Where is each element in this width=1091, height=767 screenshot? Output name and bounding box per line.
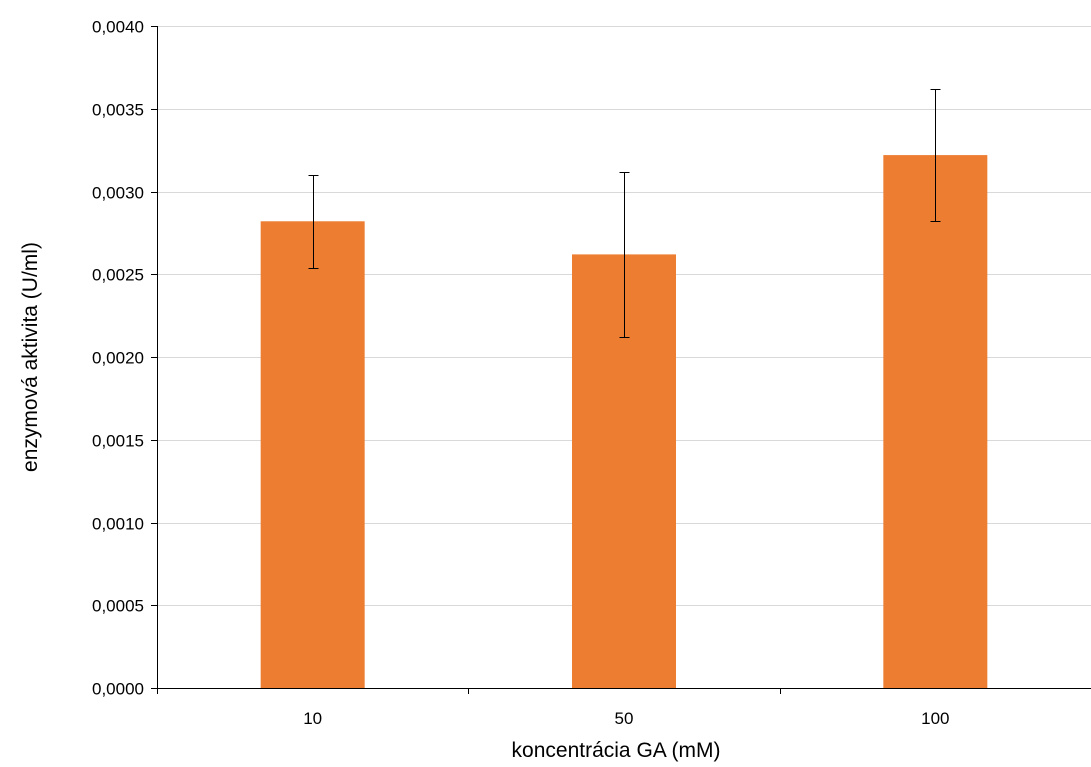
y-tick-label: 0,0040 [92,18,144,37]
error-bars [308,89,941,338]
bar-100 [883,155,988,689]
y-tick-label: 0,0005 [92,597,144,616]
y-tick-label: 0,0010 [92,515,144,534]
x-tick-label: 100 [921,709,949,728]
y-tick-label: 0,0000 [92,680,144,699]
y-tick-label: 0,0020 [92,349,144,368]
x-tick-label: 10 [303,709,322,728]
y-tick-label: 0,0030 [92,184,144,203]
axes [157,26,1091,694]
error-bar-50 [619,172,630,338]
bars [260,155,988,689]
y-axis-title: enzymová aktivita (U/ml) [19,242,42,472]
x-tick-label: 50 [615,709,634,728]
x-tick-labels: 10 50 100 [303,688,950,728]
y-tick-label: 0,0025 [92,266,144,285]
error-bar-100 [930,89,941,222]
x-axis-title: koncentrácia GA (mM) [512,739,721,762]
y-tick-labels: 0,0000 0,0005 0,0010 0,0015 0,0020 0,0025 0,00… [92,18,157,699]
y-tick-label: 0,0035 [92,101,144,120]
y-tick-label: 0,0015 [92,432,144,451]
bar-10 [260,221,365,689]
error-bar-10 [308,175,319,269]
